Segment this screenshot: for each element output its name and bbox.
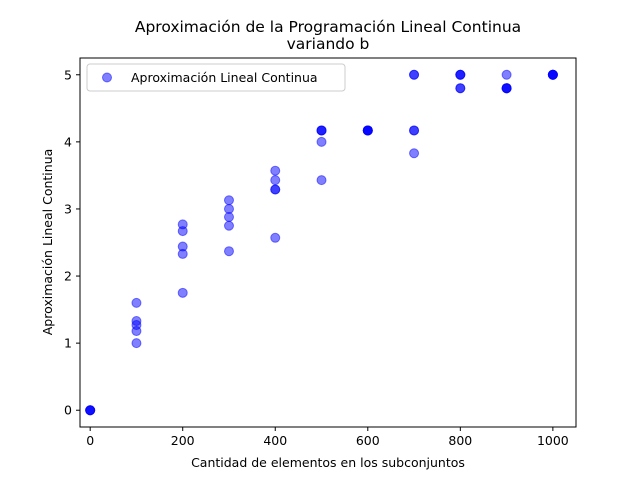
scatter-point — [223, 195, 234, 206]
scatter-point — [270, 184, 281, 195]
chart-title: Aproximación de la Programación Lineal C… — [135, 18, 521, 36]
x-tick-label: 1000 — [537, 433, 569, 448]
scatter-point — [131, 338, 142, 349]
scatter-point — [177, 248, 188, 259]
y-axis-label: Aproximación Lineal Continua — [40, 149, 55, 336]
data-points — [85, 69, 558, 416]
scatter-point — [223, 246, 234, 257]
x-axis-label: Cantidad de elementos en los subconjunto… — [191, 455, 465, 470]
x-tick-label: 400 — [263, 433, 287, 448]
y-tick-label: 2 — [64, 269, 72, 284]
scatter-point — [270, 175, 281, 186]
scatter-point — [409, 69, 420, 80]
legend: Aproximación Lineal Continua — [86, 63, 346, 92]
scatter-point — [316, 136, 327, 147]
scatter-point — [85, 405, 96, 416]
scatter-point — [316, 125, 327, 136]
y-tick-label: 1 — [64, 336, 72, 351]
scatter-point — [455, 83, 466, 94]
legend-marker — [102, 72, 112, 83]
scatter-point — [177, 226, 188, 237]
x-tick-label: 800 — [448, 433, 472, 448]
scatter-point — [409, 125, 420, 136]
y-axis-ticks: 0 1 2 3 4 5 — [64, 67, 80, 418]
y-tick-label: 0 — [64, 403, 72, 418]
y-tick-label: 4 — [64, 134, 72, 149]
y-tick-label: 3 — [64, 201, 72, 216]
scatter-point — [131, 326, 142, 337]
plot-frame — [79, 57, 577, 428]
scatter-point — [501, 69, 512, 80]
scatter-point — [270, 165, 281, 176]
scatter-point — [177, 287, 188, 298]
y-tick-label: 5 — [64, 67, 72, 82]
scatter-point — [501, 83, 512, 94]
chart-subtitle: variando b — [287, 35, 370, 53]
x-axis-ticks: 0 200 400 600 800 1000 — [86, 427, 569, 448]
x-tick-label: 600 — [356, 433, 380, 448]
scatter-point — [362, 125, 373, 136]
scatter-point — [409, 148, 420, 159]
scatter-point — [223, 212, 234, 223]
scatter-point — [270, 232, 281, 243]
legend-box — [86, 63, 346, 92]
scatter-point — [547, 69, 558, 80]
x-tick-label: 200 — [171, 433, 195, 448]
x-tick-label: 0 — [86, 433, 94, 448]
legend-label: Aproximación Lineal Continua — [131, 70, 318, 85]
scatter-point — [316, 175, 327, 186]
scatter-point — [131, 297, 142, 308]
scatter-point — [455, 69, 466, 80]
scatter-point — [223, 220, 234, 231]
